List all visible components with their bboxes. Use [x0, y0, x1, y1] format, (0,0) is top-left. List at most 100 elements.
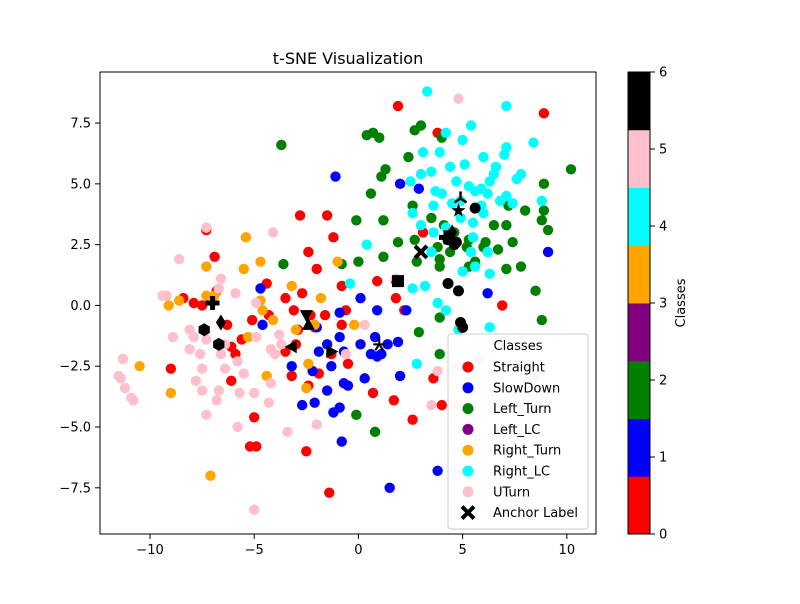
colorbar-label: Classes: [674, 278, 689, 327]
anchor-marker: [213, 337, 225, 351]
x-tick-label: 5: [458, 543, 466, 558]
data-point: [205, 470, 216, 481]
data-point: [321, 339, 333, 350]
legend-box: [447, 333, 589, 530]
data-point: [276, 339, 287, 350]
data-point: [434, 261, 445, 272]
legend-marker-slowdown: [462, 382, 474, 394]
plot-frame: [99, 71, 597, 535]
data-point: [201, 261, 212, 272]
data-point: [415, 120, 427, 131]
data-point: [355, 292, 366, 304]
data-point: [371, 305, 383, 316]
data-point: [515, 261, 527, 272]
x-tick-label: −10: [136, 543, 163, 558]
anchor-marker: [198, 323, 210, 337]
data-point: [413, 326, 425, 338]
x-tick-label: 0: [354, 543, 362, 558]
data-point: [478, 207, 489, 219]
data-point: [288, 305, 300, 316]
x-axis: −10 −5 0 5 10: [136, 534, 575, 558]
y-tick-label: 5.0: [70, 177, 91, 192]
data-point: [213, 283, 224, 294]
data-point: [451, 176, 462, 187]
data-point: [369, 331, 381, 343]
data-point: [311, 419, 322, 430]
data-point: [426, 246, 437, 258]
data-point: [469, 261, 481, 272]
colorbar-tick-label: 5: [659, 143, 667, 158]
y-tick-label: 2.5: [70, 238, 91, 253]
data-point: [507, 198, 518, 209]
data-point: [269, 348, 281, 360]
data-point: [378, 251, 389, 262]
data-point: [374, 132, 385, 143]
data-point: [201, 290, 212, 301]
data-point: [459, 159, 470, 170]
anchor-marker: [457, 321, 469, 333]
data-point: [301, 382, 312, 394]
data-point: [457, 266, 468, 277]
data-point: [428, 227, 439, 238]
data-point: [188, 297, 199, 309]
data-point: [232, 421, 243, 433]
colorbar-band: [628, 418, 650, 477]
data-point: [469, 185, 481, 197]
colorbar-tick-label: 2: [659, 374, 667, 389]
data-point: [409, 234, 420, 245]
colorbar-band: [628, 72, 650, 131]
anchor-marker: [469, 202, 481, 214]
colorbar-tick-label: 3: [659, 297, 667, 312]
data-point: [392, 336, 404, 348]
data-point: [407, 207, 418, 219]
y-tick-label: −7.5: [59, 481, 91, 496]
data-point: [328, 232, 339, 243]
data-point: [542, 224, 554, 236]
data-point: [488, 219, 500, 231]
legend-marker-straight: [462, 361, 474, 373]
data-point: [328, 407, 339, 418]
data-point: [313, 346, 325, 357]
data-point: [173, 254, 185, 265]
data-point: [349, 319, 360, 331]
data-point: [565, 164, 577, 175]
data-point: [536, 314, 548, 326]
data-point: [196, 300, 208, 311]
anchor-marker: [301, 317, 315, 330]
data-point: [411, 256, 422, 267]
anchor-marker: [413, 244, 429, 260]
anchor-marker: [451, 203, 466, 217]
data-point: [536, 215, 548, 226]
data-point: [428, 200, 439, 211]
data-point: [290, 324, 302, 335]
data-point: [440, 127, 452, 138]
data-point: [286, 361, 297, 372]
data-point: [413, 183, 425, 194]
data-point: [392, 237, 404, 248]
data-point: [436, 399, 447, 411]
series-uturn: [113, 93, 543, 515]
x-tick-label: 10: [559, 543, 576, 558]
data-point: [240, 232, 252, 243]
data-point: [344, 278, 356, 289]
anchor-marker: [447, 224, 458, 241]
legend-entry-label: Right_Turn: [493, 444, 561, 459]
data-point: [436, 188, 447, 199]
data-point: [355, 339, 366, 350]
data-point: [538, 108, 550, 119]
data-point: [196, 385, 208, 396]
data-point: [188, 331, 199, 343]
data-point: [249, 387, 260, 399]
data-point: [421, 86, 433, 97]
anchor-marker: [442, 278, 454, 290]
data-point: [455, 212, 466, 224]
data-point: [286, 280, 297, 292]
data-point: [215, 348, 227, 360]
anchors-layer: [198, 191, 481, 359]
points-layer: [113, 86, 577, 515]
data-point: [519, 205, 531, 216]
data-point: [163, 300, 174, 311]
y-tick-label: 7.5: [70, 117, 91, 132]
data-point: [128, 395, 139, 406]
data-point: [455, 195, 466, 207]
